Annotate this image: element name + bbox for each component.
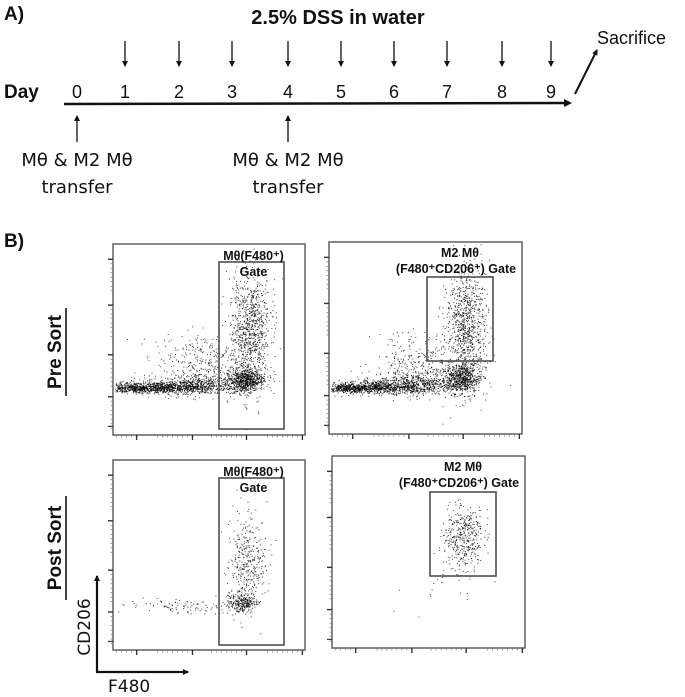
day-tick-labels: 0 1 2 3 4 5 6 7 8 9 — [72, 82, 556, 102]
day-axis-label: Day — [4, 82, 39, 103]
transfer-sublabel-day-4: transfer — [252, 177, 324, 198]
gate-label-subtitle: Gate — [240, 481, 268, 495]
day-label-8: 8 — [497, 82, 507, 102]
day-label-4: 4 — [283, 82, 293, 102]
plot-frame — [331, 455, 526, 649]
transfer-label-day-0: Mθ & M2 Mθ — [21, 150, 132, 171]
y-axis-ticks — [108, 258, 113, 429]
gate-rectangle — [218, 261, 285, 430]
day-label-1: 1 — [120, 82, 130, 102]
plot-post-sort-mtheta: Mθ(F480⁺) Gate — [108, 459, 306, 655]
day-label-6: 6 — [389, 82, 399, 102]
x-axis-ticks — [116, 650, 304, 655]
y-axis-ticks — [327, 470, 332, 642]
panel-a-timeline: A) 2.5% DSS in water Day 0 1 2 3 4 5 6 7 8 9 Mθ &… — [4, 4, 666, 198]
day-label-7: 7 — [442, 82, 452, 102]
day-label-5: 5 — [336, 82, 346, 102]
row-label-post-sort: Post Sort — [45, 496, 67, 600]
plot-pre-sort-m2: M2 Mθ (F480⁺CD206⁺) Gate — [324, 241, 523, 439]
gate-rectangle — [426, 276, 494, 362]
row-label-pre-sort: Pre Sort — [45, 308, 67, 396]
plot-frame — [112, 459, 306, 651]
gate-label-title: M2 Mθ — [444, 460, 482, 474]
transfer-arrows: Mθ & M2 Mθ transfer Mθ & M2 Mθ transfer — [21, 115, 344, 198]
svg-text:Post Sort: Post Sort — [45, 505, 66, 590]
timeline-arrow — [63, 99, 572, 108]
day-label-3: 3 — [227, 82, 237, 102]
cd206-axis-label-group: CD206 — [75, 598, 95, 655]
panel-b-flow-plots: B) Pre Sort Post Sort Mθ(F480⁺) Gate M2 Mθ… — [4, 231, 526, 697]
y-axis-ticks — [108, 474, 113, 644]
transfer-sublabel-day-0: transfer — [41, 177, 113, 198]
day-label-2: 2 — [174, 82, 184, 102]
f480-axis-label: F480 — [108, 677, 150, 697]
svg-text:Pre Sort: Pre Sort — [45, 314, 66, 389]
treatment-title: 2.5% DSS in water — [251, 7, 425, 29]
sacrifice-arrow — [574, 49, 598, 95]
scatter-points — [393, 485, 496, 618]
panel-a-label: A) — [4, 4, 24, 25]
scatter-points — [331, 244, 512, 425]
cd206-axis-label: CD206 — [75, 598, 95, 655]
scatter-plots: Mθ(F480⁺) Gate M2 Mθ (F480⁺CD206⁺) Gate Mθ(F… — [108, 241, 526, 655]
x-axis-ticks — [335, 648, 524, 653]
x-axis-ticks — [116, 435, 304, 440]
gate-label-title: Mθ(F480⁺) — [223, 249, 284, 263]
scatter-points — [118, 489, 277, 635]
gate-label-title: Mθ(F480⁺) — [223, 465, 284, 479]
y-axis-ticks — [324, 256, 329, 428]
panel-b-label: B) — [4, 231, 24, 252]
plot-frame — [328, 241, 523, 435]
plot-pre-sort-mtheta: Mθ(F480⁺) Gate — [108, 243, 306, 440]
gate-label-subtitle: (F480⁺CD206⁺) Gate — [399, 476, 519, 490]
gate-label-subtitle: (F480⁺CD206⁺) Gate — [396, 262, 516, 276]
x-axis-ticks — [332, 434, 521, 439]
gate-rectangle — [429, 491, 497, 577]
plot-post-sort-m2: M2 Mθ (F480⁺CD206⁺) Gate — [327, 455, 526, 653]
scatter-points — [115, 248, 283, 431]
plot-frame — [112, 243, 306, 436]
transfer-label-day-4: Mθ & M2 Mθ — [232, 150, 343, 171]
gate-label-subtitle: Gate — [240, 265, 268, 279]
gate-label-title: M2 Mθ — [441, 246, 479, 260]
dss-dose-arrows — [122, 41, 554, 67]
sacrifice-label: Sacrifice — [597, 28, 666, 48]
day-label-9: 9 — [546, 82, 556, 102]
gate-rectangle — [218, 477, 285, 646]
day-label-0: 0 — [72, 82, 82, 102]
